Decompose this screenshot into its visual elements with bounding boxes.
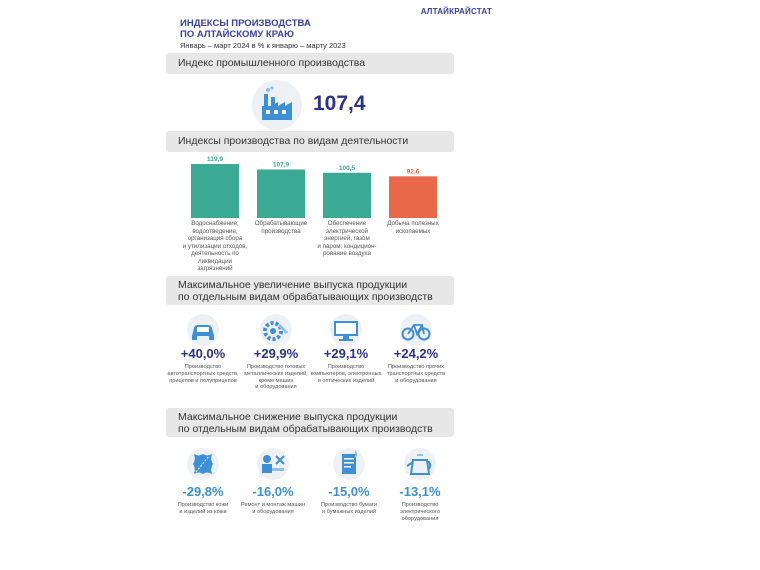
activities-header: Индексы производства по видам деятельнос… xyxy=(166,131,454,152)
org-name: АЛТАЙКРАЙСТАТ xyxy=(420,7,492,16)
industrial-index-header: Индекс промышленного производства xyxy=(166,53,454,74)
bar-value-label-4: 92,6 xyxy=(407,168,420,175)
decrease-value-4: -13,1% xyxy=(399,484,441,499)
repair-icon xyxy=(255,446,291,482)
increase-value-4: +24,2% xyxy=(393,346,439,361)
subtitle: Январь – март 2024 в % к январю – марту … xyxy=(180,41,346,50)
paper-icon xyxy=(331,446,367,482)
title-line-2: ПО АЛТАЙСКОМУ КРАЮ xyxy=(180,29,294,40)
decrease-header-line-2: по отдельным видам обрабатывающих произв… xyxy=(178,423,433,435)
increase-description-2: Производство готовых металлических издели… xyxy=(244,364,308,391)
bar-value-label-3: 100,5 xyxy=(339,165,356,172)
increase-header-line-1: Максимальное увеличение выпуска продукци… xyxy=(178,279,408,291)
increase-header-line-2: по отдельным видам обрабатывающих произв… xyxy=(178,291,433,303)
increase-header: Максимальное увеличение выпуска продукци… xyxy=(166,276,454,305)
car-icon xyxy=(185,312,221,348)
increase-value-2: +29,9% xyxy=(253,346,299,361)
decrease-description-3: Производство бумаги и бумажных изделий xyxy=(321,502,377,515)
decrease-header-line-1: Максимальное снижение выпуска продукции xyxy=(178,411,398,423)
bicycle-icon xyxy=(398,312,434,348)
industrial-index-value: 107,4 xyxy=(313,92,366,115)
bar-category-label-1: Водоснабжение; водоотведение, организация … xyxy=(182,220,248,272)
increase-description-3: Производство компьютеров, электронных и оп… xyxy=(310,364,382,384)
monitor-icon xyxy=(328,312,364,348)
decrease-description-1: Производство кожи и изделий из кожи xyxy=(177,502,229,515)
activity-bar-chart: 119,9 107,9 100,5 92,6 xyxy=(191,156,437,218)
decrease-value-3: -15,0% xyxy=(328,484,370,499)
decrease-header: Максимальное снижение выпуска продукции … xyxy=(166,408,454,437)
bar-3 xyxy=(323,172,371,218)
bar-2 xyxy=(257,169,305,218)
leather-icon xyxy=(185,446,221,482)
bar-1 xyxy=(191,164,239,218)
factory-icon xyxy=(252,80,302,130)
decrease-value-2: -16,0% xyxy=(252,484,294,499)
bar-value-label-2: 107,9 xyxy=(273,161,290,168)
bar-category-label-4: Добыча полезных ископаемых xyxy=(387,220,439,235)
bar-category-label-2: Обрабатывающие производства xyxy=(254,220,308,235)
increase-description-1: Производство автотранспортных средств, при… xyxy=(167,364,239,384)
increase-description-4: Производство прочих транспортных средств и… xyxy=(386,364,446,384)
title-line-1: ИНДЕКСЫ ПРОИЗВОДСТВА xyxy=(180,18,311,29)
gear-icon xyxy=(258,312,294,348)
increase-value-1: +40,0% xyxy=(180,346,226,361)
kettle-icon xyxy=(402,446,438,482)
bar-value-label-1: 119,9 xyxy=(207,156,223,163)
decrease-description-2: Ремонт и монтаж машин и оборудования xyxy=(240,502,306,515)
bar-4 xyxy=(389,176,437,218)
increase-value-3: +29,1% xyxy=(323,346,369,361)
decrease-description-4: Производство электрического оборудования xyxy=(400,502,440,522)
bar-category-label-3: Обеспечение электрической энергией, газом и… xyxy=(317,220,377,257)
decrease-value-1: -29,8% xyxy=(182,484,224,499)
